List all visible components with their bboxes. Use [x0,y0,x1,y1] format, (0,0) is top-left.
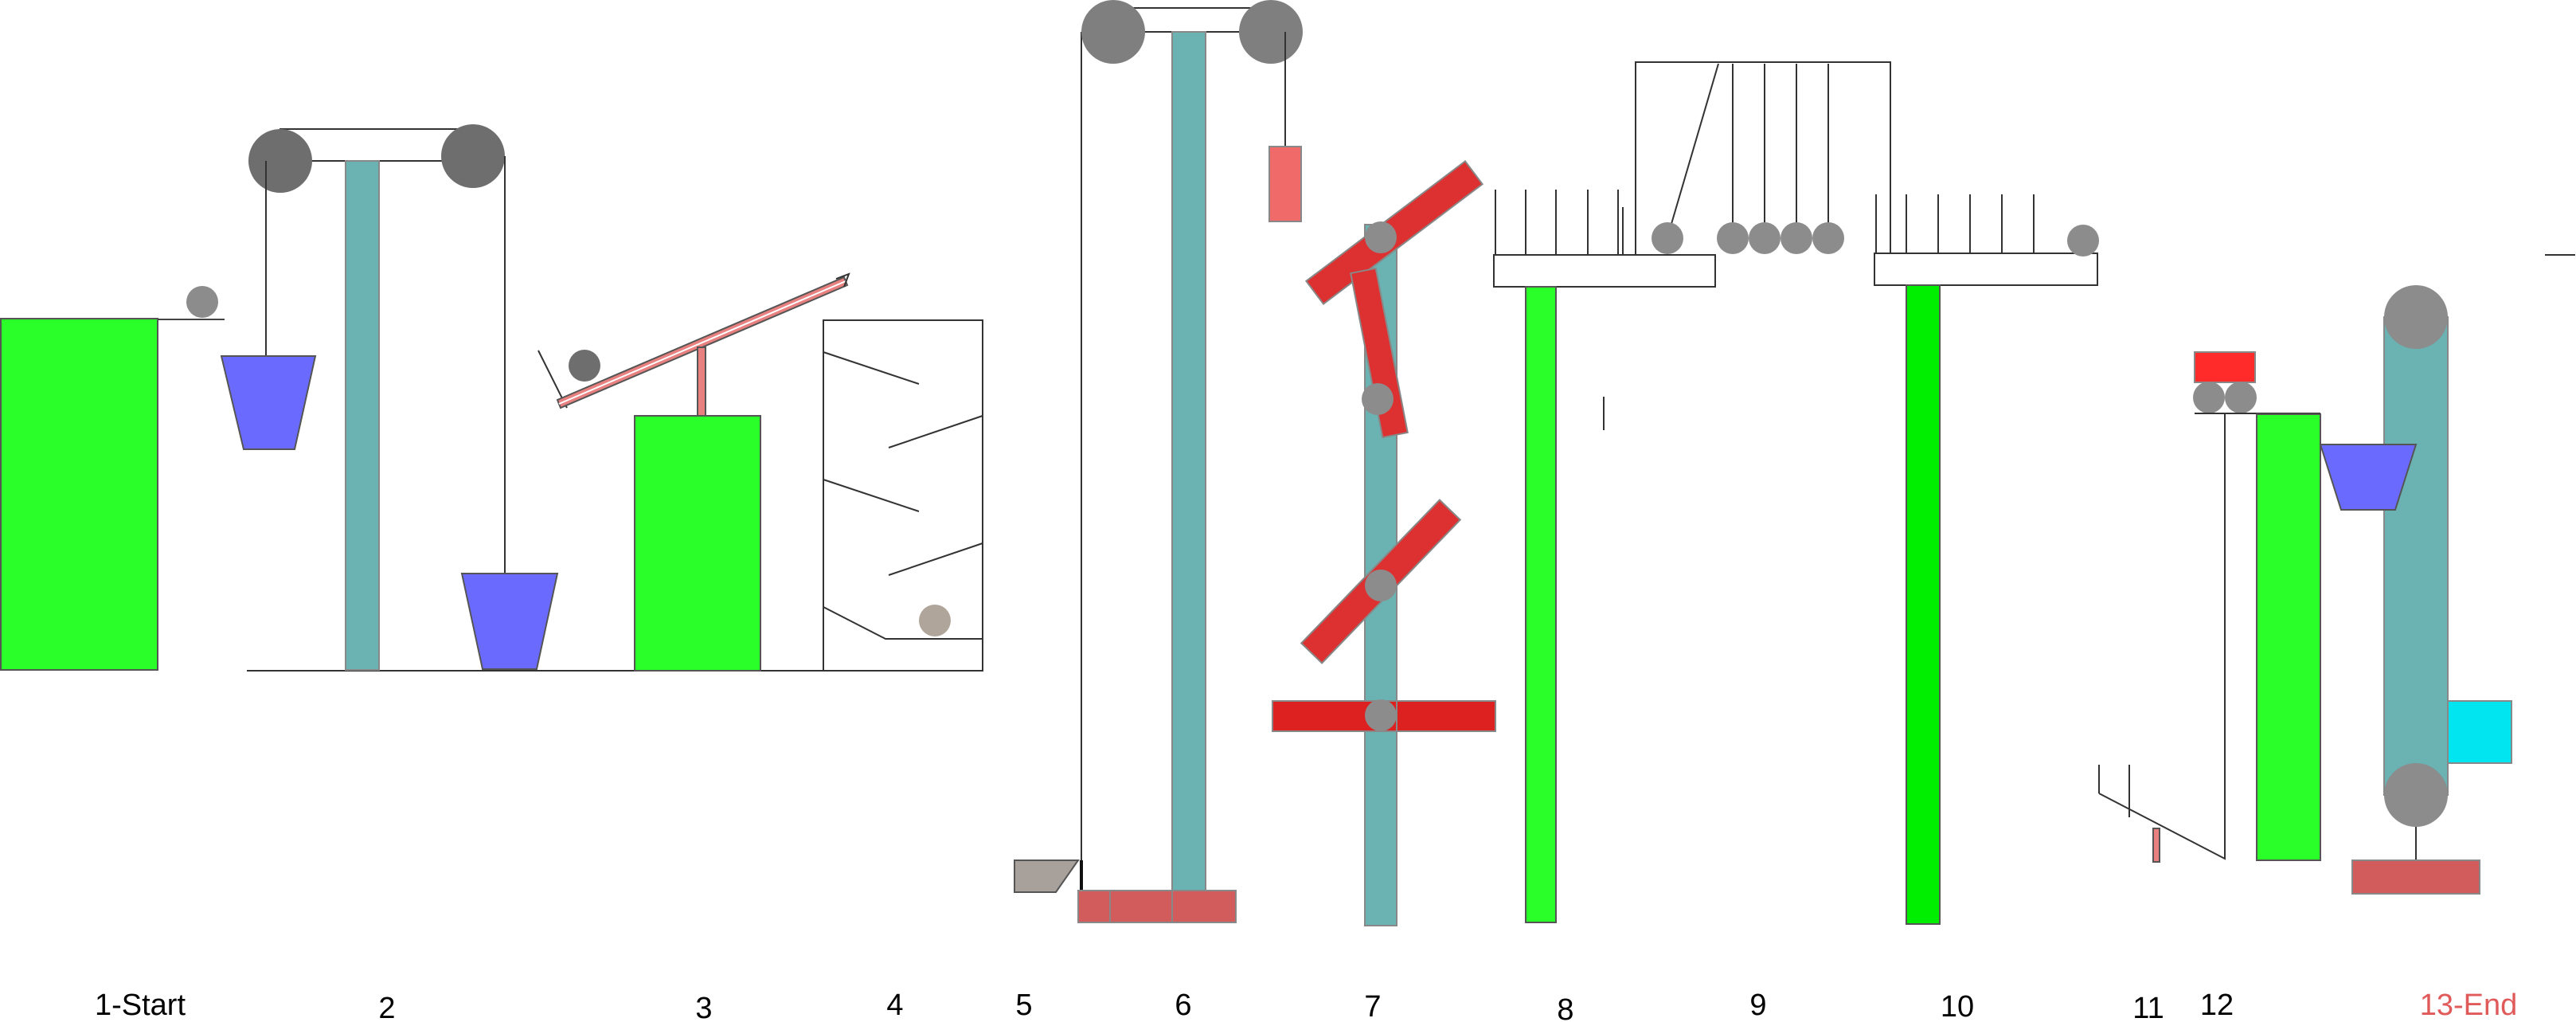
stage-3-plank-hook [835,272,850,288]
stage-4-ramp-1 [823,351,920,385]
stage-6-teal-column [1171,31,1206,891]
stage-label-3: 3 [695,992,712,1022]
stage-3-green-block [634,415,761,672]
stage-12-mechanism [2193,351,2321,861]
stage-4-ramp-3 [823,479,920,512]
stage-4-ramp-box [823,319,983,672]
stage-9-ball-3 [1749,222,1781,254]
stage-3-seesaw-stripe [558,280,846,405]
stage-6-left-pulley [1081,0,1145,64]
stage-6-base-block [1077,890,1237,923]
stage-11-mechanism [2098,414,2226,863]
stage-10-mechanism [1874,194,2575,925]
stage-4-mechanism [823,319,983,672]
stage-3-ball [569,350,600,382]
stage-4-ramp-2 [888,415,983,448]
stage-2-teal-column [345,160,380,671]
stage-13-bucket [2319,444,2418,511]
stage-10-green-pillar [1906,284,1941,925]
stage-label-2: 2 [378,992,395,1022]
stage-12-red-block [2194,351,2256,383]
stage-2-left-pulley [248,129,312,193]
stage-10-shelf [1874,253,2098,286]
stage-5-wedge [1014,859,1080,893]
stage-12-ball-right [2225,382,2257,413]
stage-12-green-block [2256,413,2321,861]
stage-8-mechanism [1493,190,1716,923]
stage-2-right-bucket [460,573,559,670]
stage-label-6: 6 [1175,989,1191,1022]
stage-4-ramp-4 [888,542,983,576]
stage-13-base [2351,859,2480,895]
stage-12-ball-left [2193,382,2225,413]
stage-11-small-post [2152,828,2160,863]
stage-9-ball-4 [1781,222,1812,254]
stage-label-7: 7 [1364,990,1381,1022]
stage-9-ball-2 [1717,222,1749,254]
stage-labels: 1-Start 2 3 4 5 6 7 8 9 10 11 12 13-End [95,989,2517,1022]
stage-13-bottom-roller [2384,763,2448,827]
stage-label-13: 13-End [2420,989,2518,1022]
stage-7-ball-2 [1362,383,1394,415]
stage-7-mechanism [1272,159,1496,926]
stage-label-8: 8 [1557,993,1573,1022]
stage-2-mechanism [220,124,983,672]
stage-1-mechanism [0,286,225,671]
stage-label-11: 11 [2132,992,2164,1022]
stage-13-mechanism [2319,285,2512,895]
stage-3-fulcrum-post [697,347,706,420]
stage-5-6-mechanism [1014,0,1303,923]
stage-13-conveyor-belt [2383,316,2449,796]
stage-2-left-bucket [220,355,317,450]
stage-9-string-1 [1667,63,1719,238]
stage-2-right-pulley [441,124,505,188]
stage-10-ball [2067,225,2099,256]
stage-11-chute [2098,414,2226,860]
stage-4-ball [919,605,951,636]
stage-8-shelf [1493,254,1716,288]
stage-8-green-pillar [1525,286,1557,923]
stage-1-green-block [0,318,158,671]
stage-label-12: 12 [2200,989,2234,1022]
stage-label-9: 9 [1749,989,1766,1022]
stage-9-ball-5 [1812,222,1844,254]
stage-7-domino-2 [1350,267,1409,439]
stage-4-bottom-ramp [823,606,983,640]
stage-9-mechanism [1635,61,1891,255]
stage-label-10: 10 [1941,990,1974,1022]
stage-13-cyan-box [2447,700,2512,764]
stage-label-5: 5 [1015,989,1032,1022]
stage-9-ball-1 [1652,222,1683,254]
stage-6-hanging-weight [1268,146,1302,222]
stage-3-mechanism [537,272,850,672]
stage-label-1: 1-Start [95,989,186,1022]
stage-9-cradle-frame [1635,61,1891,255]
stage-13-top-roller [2384,285,2448,349]
stage-7-ball-3 [1365,570,1397,601]
stage-6-right-pulley [1239,0,1303,64]
stage-label-4: 4 [886,989,903,1022]
stage-7-ball-1 [1365,221,1397,253]
stage-7-ball-4 [1365,699,1397,731]
stage-1-ball [186,286,218,318]
